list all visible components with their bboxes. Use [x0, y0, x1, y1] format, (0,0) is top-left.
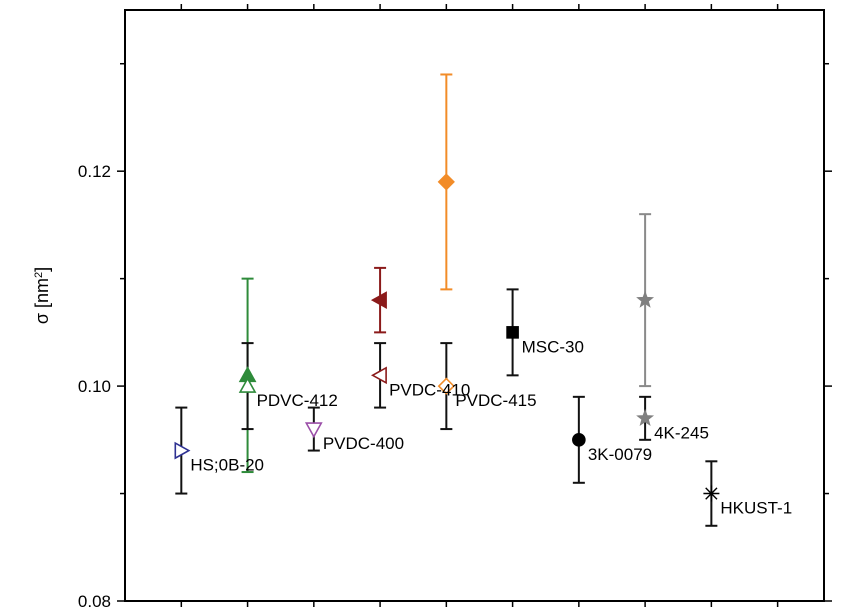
point-label: HS;0B-20	[190, 456, 264, 475]
triangle-left-marker	[370, 366, 387, 385]
point-label: PVDC-410	[389, 380, 470, 399]
y-axis-label-superscript: 2	[33, 272, 45, 278]
diamond-marker	[437, 377, 455, 395]
point-label: MSC-30	[522, 337, 584, 356]
y-tick-label: 0.12	[78, 162, 111, 181]
y-tick-label: 0.08	[78, 592, 111, 607]
point-label: 3K-0079	[588, 445, 652, 464]
diamond-marker	[437, 173, 455, 191]
y-axis-label: σ [nm2]	[32, 267, 52, 324]
y-axis-label-suffix: ]	[32, 267, 52, 272]
circle-marker	[572, 433, 586, 447]
star-marker	[636, 408, 655, 426]
square-marker	[506, 326, 519, 339]
point-label: PVDC-400	[323, 434, 404, 453]
triangle-right-marker	[174, 441, 191, 460]
plot-frame	[124, 9, 825, 602]
point-labels: HS;0B-20 PDVC-412 PVDC-400 PVDC-410PVDC-415…	[190, 337, 792, 517]
data-markers	[174, 173, 720, 502]
point-label: PDVC-412	[257, 391, 338, 410]
star-marker	[636, 290, 655, 308]
y-tick-label: 0.10	[78, 377, 111, 396]
point-label: PVDC-415	[455, 391, 536, 410]
triangle-left-marker	[370, 291, 387, 309]
point-label: 4K-245	[654, 423, 709, 442]
y-axis-label-main: σ [nm	[32, 278, 52, 324]
triangle-down-marker	[304, 422, 323, 439]
triangle-up-marker	[238, 376, 257, 393]
point-label: HKUST-1	[720, 499, 792, 518]
asterisk-marker	[703, 485, 720, 502]
y-tick-labels: 0.08 0.10 0.12	[78, 162, 111, 607]
